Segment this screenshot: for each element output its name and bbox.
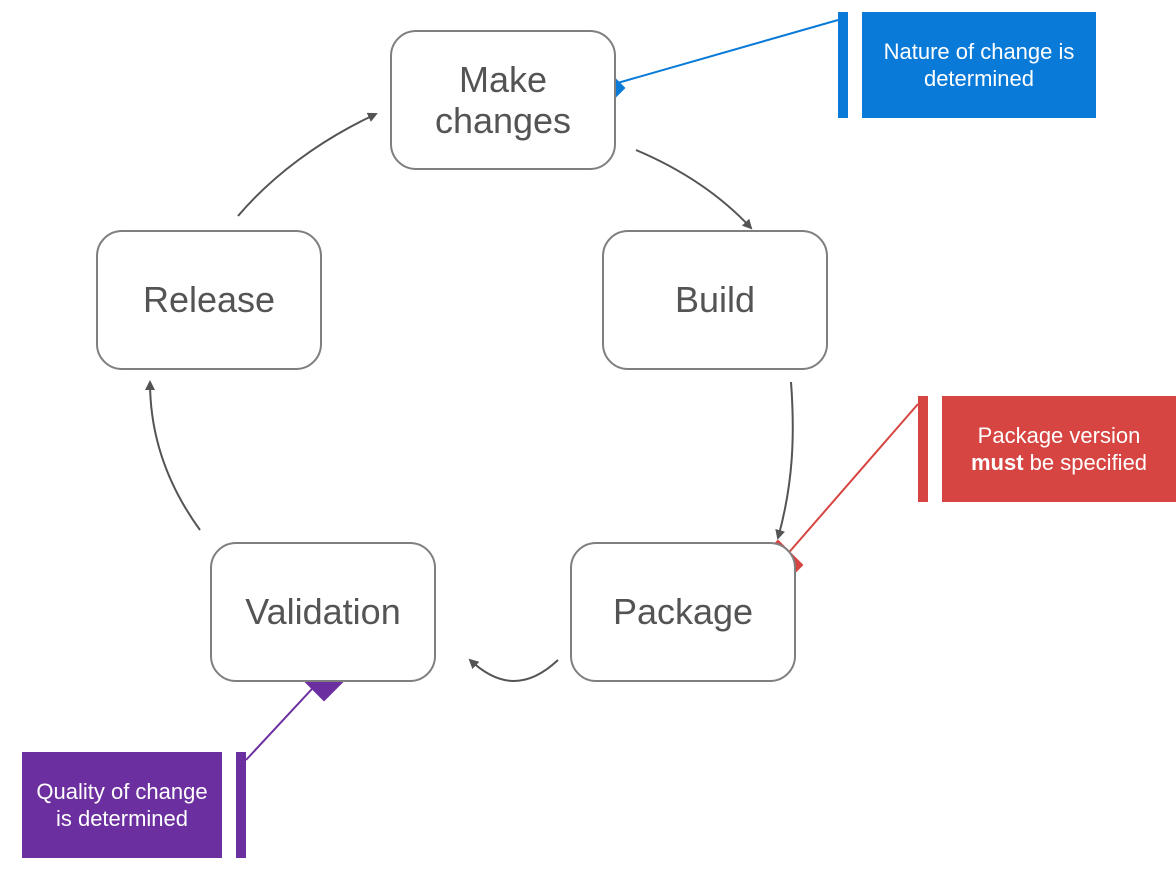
callout-nature-leader bbox=[600, 20, 838, 88]
arrow-build-to-package bbox=[778, 382, 793, 538]
node-build-label: Build bbox=[675, 279, 755, 320]
callout-package-version-text: Package version must be specified bbox=[952, 422, 1166, 477]
callout-package-version-accent-bar bbox=[918, 396, 928, 502]
arrow-make-to-build bbox=[636, 150, 751, 228]
arrow-validation-to-release bbox=[150, 382, 200, 530]
arrow-release-to-make bbox=[238, 114, 376, 216]
node-make-changes-label: Makechanges bbox=[435, 59, 571, 142]
node-release: Release bbox=[96, 230, 322, 370]
node-release-label: Release bbox=[143, 279, 275, 320]
callout-package-version-leader bbox=[778, 404, 918, 565]
callout-package-version-box: Package version must be specified bbox=[942, 396, 1176, 502]
callout-quality-box: Quality of change is determined bbox=[22, 752, 222, 858]
callout-quality-text: Quality of change is determined bbox=[32, 778, 212, 833]
node-build: Build bbox=[602, 230, 828, 370]
node-package: Package bbox=[570, 542, 796, 682]
diagram-stage: Makechanges Build Package Validation Release… bbox=[0, 0, 1176, 883]
arrow-package-to-validation bbox=[470, 660, 558, 681]
node-package-label: Package bbox=[613, 591, 753, 632]
callout-nature-box: Nature of change is determined bbox=[862, 12, 1096, 118]
callout-nature-accent-bar bbox=[838, 12, 848, 118]
node-validation-label: Validation bbox=[245, 591, 400, 632]
node-make-changes: Makechanges bbox=[390, 30, 616, 170]
node-validation: Validation bbox=[210, 542, 436, 682]
callout-quality-accent-bar bbox=[236, 752, 246, 858]
callout-nature-text: Nature of change is determined bbox=[872, 38, 1086, 93]
callout-quality-leader bbox=[246, 676, 324, 760]
